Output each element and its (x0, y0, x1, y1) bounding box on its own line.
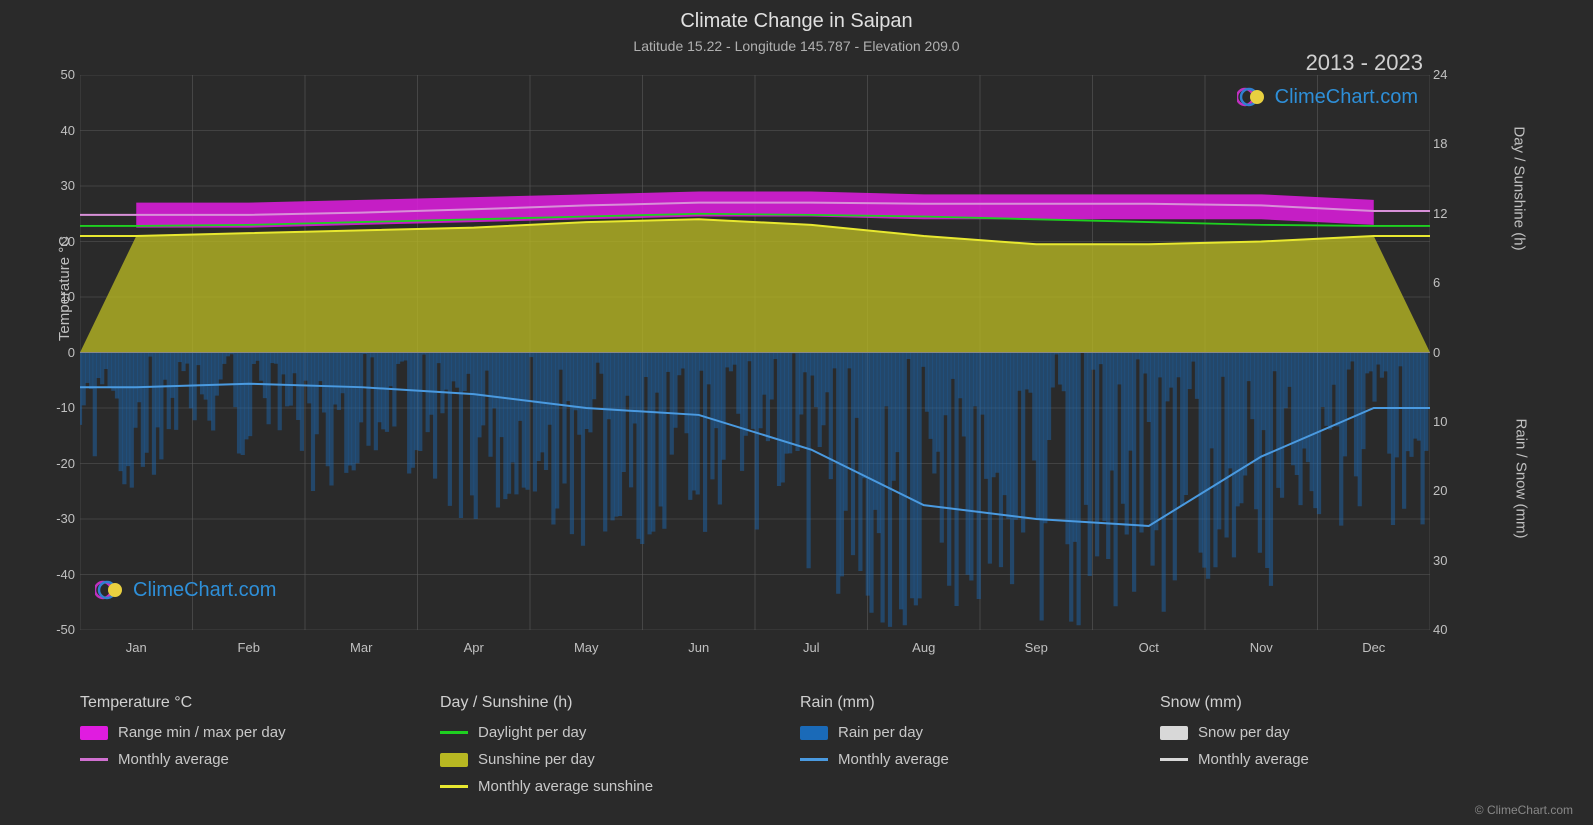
left-tick: 10 (45, 289, 75, 304)
y-axis-right-bottom-label: Rain / Snow (mm) (1512, 418, 1529, 538)
legend-swatch (440, 753, 468, 767)
legend-label: Range min / max per day (118, 724, 286, 741)
x-tick: Oct (1129, 640, 1169, 655)
legend-group-title: Day / Sunshine (h) (440, 694, 760, 712)
legend-label: Snow per day (1198, 724, 1290, 741)
x-tick: May (566, 640, 606, 655)
legend-group-title: Rain (mm) (800, 694, 1120, 712)
legend-item: Monthly average sunshine (440, 778, 760, 795)
legend-label: Monthly average (118, 751, 229, 768)
x-tick: Aug (904, 640, 944, 655)
legend-swatch (440, 785, 468, 788)
legend-label: Sunshine per day (478, 751, 595, 768)
x-tick: Jun (679, 640, 719, 655)
x-tick: Dec (1354, 640, 1394, 655)
left-tick: 40 (45, 123, 75, 138)
legend-swatch (800, 726, 828, 740)
legend-swatch (1160, 726, 1188, 740)
right-tick: 10 (1433, 414, 1463, 429)
right-tick: 12 (1433, 206, 1463, 221)
x-tick: Jan (116, 640, 156, 655)
legend-item: Monthly average (80, 751, 400, 768)
left-tick: -10 (45, 400, 75, 415)
legend-item: Range min / max per day (80, 724, 400, 741)
x-tick: Feb (229, 640, 269, 655)
legend-group: Snow (mm) Snow per day Monthly average (1160, 694, 1480, 805)
legend-label: Monthly average (838, 751, 949, 768)
x-tick: Sep (1016, 640, 1056, 655)
chart-title: Climate Change in Saipan (0, 10, 1593, 33)
left-tick: -20 (45, 456, 75, 471)
legend-group-title: Temperature °C (80, 694, 400, 712)
year-range: 2013 - 2023 (1306, 50, 1423, 76)
right-tick: 18 (1433, 136, 1463, 151)
left-tick: -50 (45, 622, 75, 637)
right-tick: 6 (1433, 275, 1463, 290)
legend-item: Sunshine per day (440, 751, 760, 768)
x-tick: Apr (454, 640, 494, 655)
plot-svg (80, 75, 1430, 630)
right-tick: 20 (1433, 483, 1463, 498)
watermark-top: ClimeChart.com (1237, 82, 1418, 112)
legend: Temperature °C Range min / max per day Mon… (80, 694, 1480, 805)
left-tick: 50 (45, 67, 75, 82)
legend-group: Rain (mm) Rain per day Monthly average (800, 694, 1120, 805)
legend-item: Monthly average (1160, 751, 1480, 768)
legend-label: Daylight per day (478, 724, 586, 741)
right-tick: 40 (1433, 622, 1463, 637)
x-tick: Mar (341, 640, 381, 655)
legend-item: Monthly average (800, 751, 1120, 768)
logo-icon (95, 575, 125, 605)
watermark-label: ClimeChart.com (1275, 86, 1418, 109)
logo-icon (1237, 82, 1267, 112)
x-tick: Jul (791, 640, 831, 655)
legend-swatch (1160, 758, 1188, 761)
left-tick: -30 (45, 511, 75, 526)
legend-swatch (80, 758, 108, 761)
legend-swatch (800, 758, 828, 761)
left-tick: -40 (45, 567, 75, 582)
legend-swatch (440, 731, 468, 734)
left-tick: 30 (45, 178, 75, 193)
legend-label: Rain per day (838, 724, 923, 741)
right-tick: 24 (1433, 67, 1463, 82)
left-tick: 20 (45, 234, 75, 249)
legend-group-title: Snow (mm) (1160, 694, 1480, 712)
right-tick: 0 (1433, 345, 1463, 360)
legend-item: Snow per day (1160, 724, 1480, 741)
legend-group: Day / Sunshine (h) Daylight per day Sunshi… (440, 694, 760, 805)
legend-label: Monthly average (1198, 751, 1309, 768)
legend-label: Monthly average sunshine (478, 778, 653, 795)
right-tick: 30 (1433, 553, 1463, 568)
y-axis-right-top-label: Day / Sunshine (h) (1510, 126, 1527, 250)
watermark-bottom: ClimeChart.com (95, 575, 276, 605)
x-tick: Nov (1241, 640, 1281, 655)
legend-item: Rain per day (800, 724, 1120, 741)
legend-group: Temperature °C Range min / max per day Mon… (80, 694, 400, 805)
legend-item: Daylight per day (440, 724, 760, 741)
legend-swatch (80, 726, 108, 740)
watermark-label: ClimeChart.com (133, 579, 276, 602)
copyright: © ClimeChart.com (1475, 803, 1573, 817)
climate-chart: Climate Change in Saipan Latitude 15.22 … (0, 0, 1593, 825)
left-tick: 0 (45, 345, 75, 360)
